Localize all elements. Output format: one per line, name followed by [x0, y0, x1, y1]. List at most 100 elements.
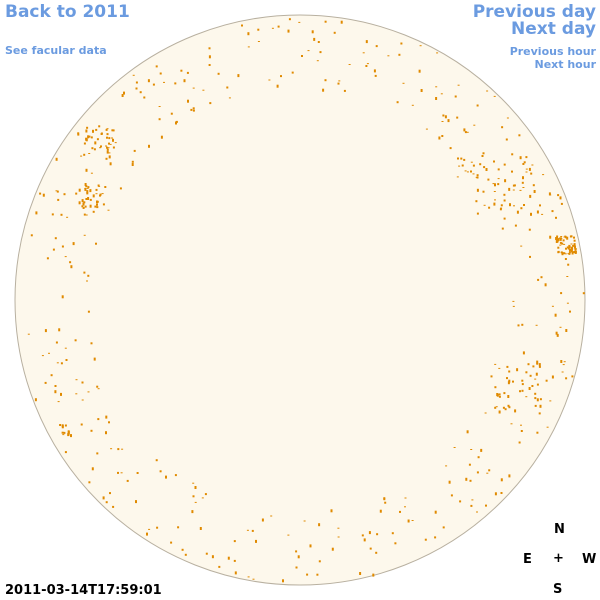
previous-day-link[interactable]: Previous day: [472, 2, 596, 22]
facula: [64, 347, 67, 349]
facula: [227, 556, 230, 560]
facula: [567, 263, 570, 266]
facula: [44, 329, 47, 333]
facula: [88, 153, 91, 154]
facula: [158, 106, 161, 107]
facula: [402, 82, 405, 84]
facula: [511, 170, 513, 173]
facula: [87, 197, 90, 200]
facula: [131, 160, 134, 163]
facula: [472, 164, 475, 167]
facula: [94, 141, 97, 145]
facula: [559, 196, 562, 200]
facula: [152, 83, 155, 86]
facula: [480, 448, 483, 452]
facula: [549, 400, 552, 402]
facula: [155, 459, 158, 462]
facula: [570, 243, 573, 245]
facula: [80, 423, 83, 426]
facula: [522, 351, 525, 355]
facula: [90, 429, 93, 432]
facula: [133, 149, 136, 152]
facula: [241, 24, 243, 27]
facula: [247, 576, 250, 578]
facula: [420, 89, 423, 92]
facular-link[interactable]: See facular data: [5, 44, 107, 57]
facula: [498, 367, 501, 369]
facula: [106, 146, 108, 149]
facula: [521, 181, 524, 184]
facula: [362, 52, 365, 54]
facula: [519, 156, 522, 160]
facula: [159, 72, 162, 75]
facula: [503, 193, 506, 196]
compass-south: S: [553, 582, 563, 597]
facula: [61, 425, 64, 429]
facula: [545, 379, 548, 382]
facula: [574, 248, 577, 250]
next-day-link[interactable]: Next day: [511, 19, 596, 39]
facula: [95, 193, 98, 195]
facula: [67, 433, 70, 437]
facula: [456, 176, 459, 178]
facula: [454, 95, 457, 98]
previous-hour-link[interactable]: Previous hour: [509, 45, 596, 58]
facula: [65, 359, 68, 361]
facula: [111, 129, 114, 132]
facula: [450, 494, 453, 497]
facula: [404, 506, 406, 508]
facula: [234, 571, 237, 575]
facula: [551, 305, 554, 307]
facula: [494, 386, 497, 389]
facula: [80, 155, 83, 157]
facula: [525, 168, 528, 170]
facula: [218, 565, 221, 568]
back-link[interactable]: Back to 2011: [5, 2, 130, 22]
facula: [468, 463, 471, 466]
facula: [485, 504, 487, 507]
facula: [102, 496, 105, 500]
facula: [563, 236, 566, 238]
facula: [535, 372, 538, 376]
facula: [528, 167, 531, 171]
facula: [208, 55, 211, 59]
facula: [186, 71, 189, 74]
facula: [571, 246, 574, 250]
facula: [441, 121, 444, 122]
facula: [271, 27, 274, 29]
solar-disk: [14, 14, 586, 586]
facula: [529, 255, 531, 258]
facula: [54, 237, 57, 240]
next-hour-link[interactable]: Next hour: [534, 58, 597, 71]
facula: [512, 184, 515, 187]
facula: [30, 234, 33, 237]
facula: [560, 202, 563, 205]
facula: [536, 210, 539, 214]
facula: [435, 97, 438, 100]
facula: [199, 527, 202, 530]
facula: [476, 471, 479, 474]
facula: [505, 138, 508, 141]
facula: [85, 129, 88, 133]
facula: [148, 144, 150, 148]
facula: [204, 493, 207, 496]
facula: [51, 213, 54, 216]
facula: [536, 383, 539, 386]
facula: [500, 478, 503, 482]
facula: [95, 242, 97, 245]
facula: [70, 265, 73, 269]
facula: [366, 63, 369, 65]
compass-east: E: [523, 552, 532, 567]
facula: [106, 133, 109, 136]
facula: [96, 206, 99, 209]
facula: [460, 157, 463, 160]
facula: [511, 153, 514, 156]
facula: [287, 29, 290, 33]
facula: [534, 397, 537, 400]
facula: [503, 392, 506, 395]
facula: [226, 86, 229, 89]
facula: [88, 481, 91, 484]
facula: [520, 430, 523, 432]
facula: [180, 69, 183, 72]
